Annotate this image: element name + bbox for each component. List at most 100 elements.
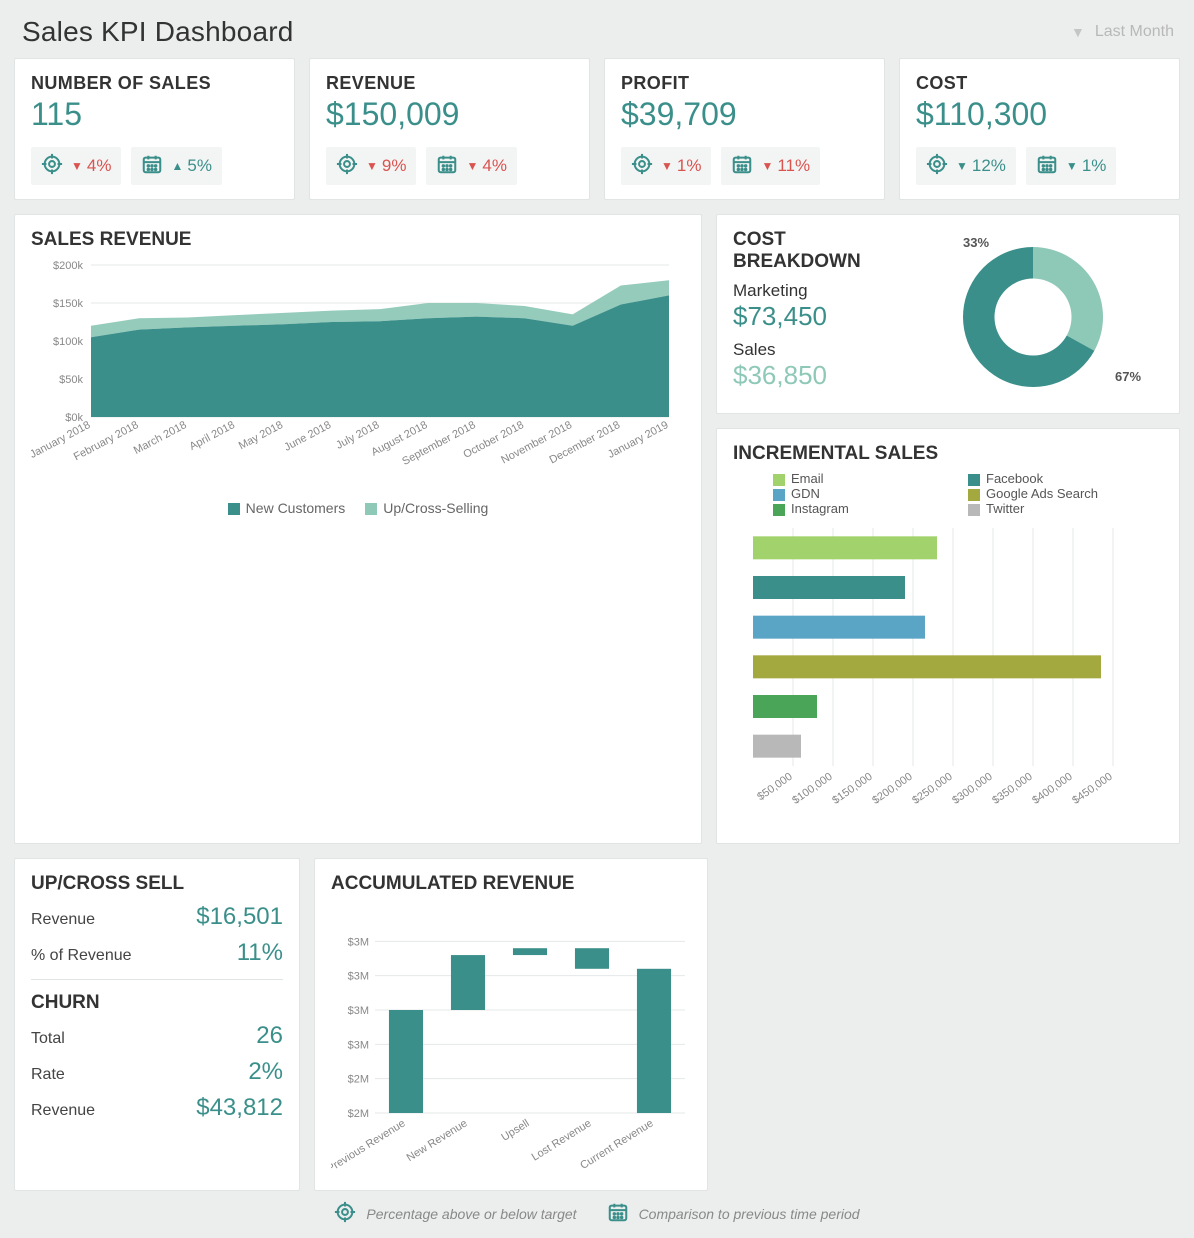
legend-item: Instagram — [773, 501, 968, 516]
kpi-card: REVENUE $150,009 ▼9% ▼4% — [309, 58, 590, 200]
bar — [389, 1010, 423, 1113]
cb-label: Marketing — [733, 281, 913, 301]
stat-label: Total — [31, 1030, 65, 1048]
cost-breakdown-item: Marketing $73,450 — [733, 281, 913, 332]
page-title: Sales KPI Dashboard — [22, 16, 294, 48]
bar — [753, 536, 937, 559]
stat-label: Rate — [31, 1066, 65, 1084]
svg-text:$2M: $2M — [348, 1074, 369, 1086]
stat-row: Revenue $16,501 — [31, 903, 283, 931]
calendar-icon — [141, 153, 163, 180]
calendar-icon — [436, 153, 458, 180]
bar — [753, 695, 817, 718]
kpi-period-badge: ▲5% — [131, 147, 221, 185]
incremental-sales-title: INCREMENTAL SALES — [733, 443, 1163, 465]
bar — [637, 969, 671, 1113]
kpi-period-pct: ▲5% — [171, 156, 211, 176]
svg-text:March 2018: March 2018 — [132, 419, 189, 457]
bar — [753, 735, 801, 758]
kpi-value: 115 — [31, 96, 278, 133]
target-icon — [926, 153, 948, 180]
churn-title: CHURN — [31, 992, 283, 1014]
accumulated-revenue-card: ACCUMULATED REVENUE $2M$2M$3M$3M$3M$3MPr… — [314, 858, 708, 1191]
cost-breakdown-card: COST BREAKDOWN Marketing $73,450 Sales $3… — [716, 214, 1180, 414]
stat-row: % of Revenue 11% — [31, 939, 283, 967]
svg-text:$3M: $3M — [348, 936, 369, 948]
kpi-target-pct: ▼9% — [366, 156, 406, 176]
svg-text:$200k: $200k — [53, 260, 83, 272]
cost-breakdown-item: Sales $36,850 — [733, 340, 913, 391]
svg-text:Lost Revenue: Lost Revenue — [530, 1117, 594, 1163]
legend-item: Facebook — [968, 471, 1163, 486]
svg-text:$400,000: $400,000 — [1030, 771, 1074, 807]
kpi-period-badge: ▼11% — [721, 147, 820, 185]
stat-value: 26 — [256, 1022, 283, 1050]
target-icon — [334, 1201, 356, 1226]
bar — [753, 655, 1101, 678]
dashboard-header: Sales KPI Dashboard ▼ Last Month — [14, 10, 1180, 58]
kpi-value: $150,009 — [326, 96, 573, 133]
footer-target-note: Percentage above or below target — [366, 1206, 576, 1222]
period-selector[interactable]: ▼ Last Month — [1071, 23, 1174, 41]
svg-text:67%: 67% — [1115, 369, 1141, 384]
kpi-card: PROFIT $39,709 ▼1% ▼11% — [604, 58, 885, 200]
bar — [451, 955, 485, 1010]
kpi-period-badge: ▼4% — [426, 147, 516, 185]
svg-text:New Revenue: New Revenue — [405, 1117, 470, 1164]
stat-value: $16,501 — [196, 903, 283, 931]
incremental-sales-chart: $50,000$100,000$150,000$200,000$250,000$… — [733, 524, 1163, 824]
kpi-title: COST — [916, 73, 1163, 94]
legend-item: Email — [773, 471, 968, 486]
svg-text:$350,000: $350,000 — [990, 771, 1034, 807]
target-icon — [631, 153, 653, 180]
stat-row: Revenue $43,812 — [31, 1094, 283, 1122]
svg-text:$50,000: $50,000 — [755, 771, 794, 804]
legend-item: New Customers — [228, 500, 346, 516]
legend-item: Twitter — [968, 501, 1163, 516]
chevron-down-icon: ▼ — [1071, 24, 1085, 40]
kpi-period-badge: ▼1% — [1026, 147, 1116, 185]
svg-text:$250,000: $250,000 — [910, 771, 954, 807]
legend-item: Up/Cross-Selling — [365, 500, 488, 516]
footer-legend: Percentage above or below target Compari… — [14, 1191, 1180, 1232]
legend-item: GDN — [773, 486, 968, 501]
svg-text:June 2018: June 2018 — [282, 419, 333, 454]
svg-text:$300,000: $300,000 — [950, 771, 994, 807]
cost-breakdown-title: COST BREAKDOWN — [733, 229, 913, 273]
svg-text:$150,000: $150,000 — [830, 771, 874, 807]
kpi-title: NUMBER OF SALES — [31, 73, 278, 94]
stat-label: Revenue — [31, 911, 95, 929]
sales-revenue-title: SALES REVENUE — [31, 229, 685, 251]
accumulated-revenue-title: ACCUMULATED REVENUE — [331, 873, 691, 895]
kpi-period-pct: ▼1% — [1066, 156, 1106, 176]
kpi-target-badge: ▼1% — [621, 147, 711, 185]
kpi-card: NUMBER OF SALES 115 ▼4% ▲5% — [14, 58, 295, 200]
upcross-title: UP/CROSS SELL — [31, 873, 283, 895]
bar — [575, 948, 609, 969]
svg-text:$3M: $3M — [348, 971, 369, 983]
kpi-target-pct: ▼1% — [661, 156, 701, 176]
svg-text:$150k: $150k — [53, 298, 83, 310]
kpi-target-pct: ▼12% — [956, 156, 1006, 176]
kpi-row: NUMBER OF SALES 115 ▼4% ▲5% REVENUE $150… — [14, 58, 1180, 200]
kpi-period-pct: ▼11% — [761, 156, 810, 176]
kpi-card: COST $110,300 ▼12% ▼1% — [899, 58, 1180, 200]
incremental-sales-card: INCREMENTAL SALES EmailFacebookGDNGoogle… — [716, 428, 1180, 844]
svg-text:$450,000: $450,000 — [1070, 771, 1114, 807]
incremental-sales-legend: EmailFacebookGDNGoogle Ads SearchInstagr… — [773, 471, 1163, 516]
accumulated-revenue-chart: $2M$2M$3M$3M$3M$3MPrevious RevenueNew Re… — [331, 901, 691, 1171]
target-icon — [336, 153, 358, 180]
svg-text:$200,000: $200,000 — [870, 771, 914, 807]
stat-value: 2% — [248, 1058, 283, 1086]
cb-label: Sales — [733, 340, 913, 360]
cost-breakdown-chart: 33% 67% — [923, 229, 1163, 399]
svg-text:33%: 33% — [963, 235, 989, 250]
calendar-icon — [731, 153, 753, 180]
kpi-value: $39,709 — [621, 96, 868, 133]
svg-text:$100k: $100k — [53, 336, 83, 348]
kpi-title: PROFIT — [621, 73, 868, 94]
svg-text:April 2018: April 2018 — [188, 419, 237, 453]
calendar-icon — [607, 1201, 629, 1226]
kpi-target-pct: ▼4% — [71, 156, 111, 176]
sales-revenue-chart: $0k$50k$100k$150k$200kJanuary 2018Februa… — [31, 257, 679, 487]
